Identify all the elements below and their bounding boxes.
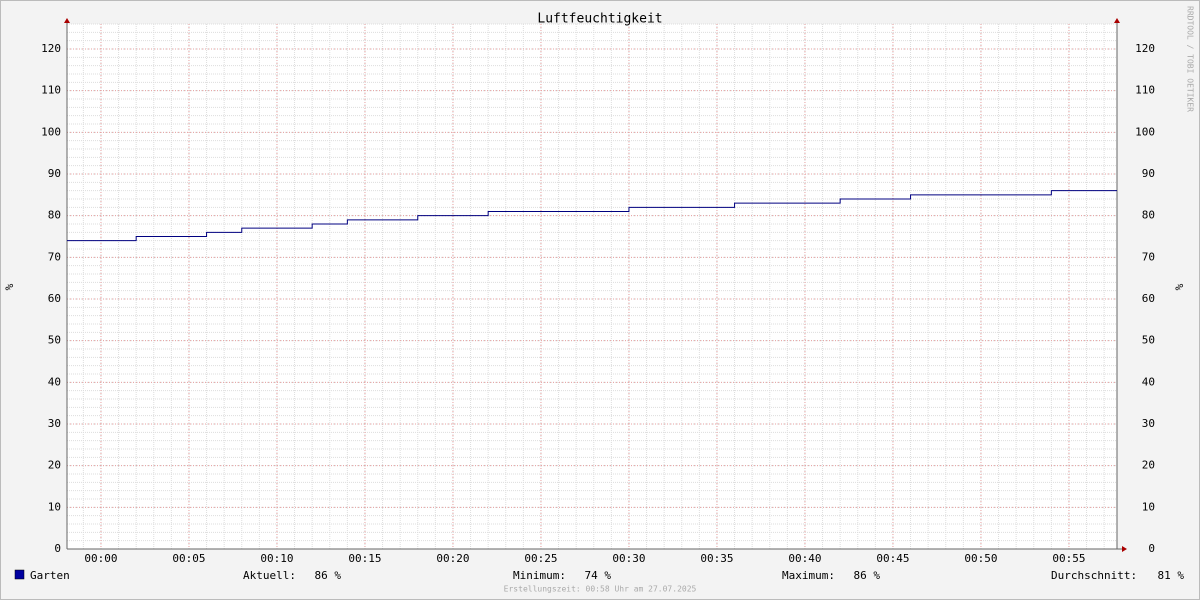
grid [67,23,1117,550]
x-tick-label: 00:00 [84,552,117,565]
stat-value: 81 % [1158,569,1185,582]
x-tick-label: 00:20 [436,552,469,565]
x-tick-label: 00:55 [1052,552,1085,565]
legend-label: Garten [30,569,70,582]
y-tick-label: 80 [48,209,61,222]
x-tick-label: 00:35 [700,552,733,565]
y2-tick-label: 110 [1135,84,1155,97]
x-tick-label: 00:50 [964,552,997,565]
x-tick-label: 00:45 [876,552,909,565]
y-axis-label: % [3,283,16,290]
y2-tick-label: 40 [1142,375,1155,388]
y2-tick-label: 10 [1142,500,1155,513]
stat-value: 86 % [315,569,342,582]
x-tick-label: 00:10 [260,552,293,565]
chart-title: Luftfeuchtigkeit [537,12,662,27]
y2-axis-label: % [1173,283,1186,290]
y-tick-label: 100 [41,125,61,138]
arrow [1122,546,1127,552]
stat-value: 86 % [854,569,881,582]
arrow [1114,18,1120,23]
y-tick-label: 40 [48,375,61,388]
stat-label: Minimum: [513,569,566,582]
y-tick-label: 120 [41,42,61,55]
x-tick-label: 00:15 [348,552,381,565]
y2-tick-label: 70 [1142,250,1155,263]
x-tick-label: 00:05 [172,552,205,565]
x-tick-label: 00:25 [524,552,557,565]
y2-tick-label: 0 [1148,542,1155,555]
y2-tick-label: 90 [1142,167,1155,180]
stat-label: Aktuell: [243,569,296,582]
y2-tick-label: 120 [1135,42,1155,55]
y2-tick-label: 50 [1142,334,1155,347]
stat-label: Durchschnitt: [1051,569,1137,582]
footer: Erstellungszeit: 00:58 Uhr am 27.07.2025 [504,585,697,594]
x-tick-label: 00:30 [612,552,645,565]
y-tick-label: 70 [48,250,61,263]
y2-tick-label: 30 [1142,417,1155,430]
y2-tick-label: 80 [1142,209,1155,222]
y-tick-label: 90 [48,167,61,180]
y2-tick-label: 100 [1135,125,1155,138]
arrow [64,18,70,23]
watermark: RRDTOOL / TOBI OETIKER [1186,6,1195,112]
stat-value: 74 % [585,569,612,582]
y-tick-label: 0 [54,542,61,555]
y-tick-label: 30 [48,417,61,430]
y2-tick-label: 60 [1142,292,1155,305]
y-tick-label: 60 [48,292,61,305]
stat-label: Maximum: [782,569,835,582]
legend-swatch [14,569,25,580]
y-tick-label: 110 [41,84,61,97]
y-tick-label: 50 [48,334,61,347]
x-tick-label: 00:40 [788,552,821,565]
series-line [67,190,1117,242]
y2-tick-label: 20 [1142,459,1155,472]
y-tick-label: 20 [48,459,61,472]
y-tick-label: 10 [48,500,61,513]
